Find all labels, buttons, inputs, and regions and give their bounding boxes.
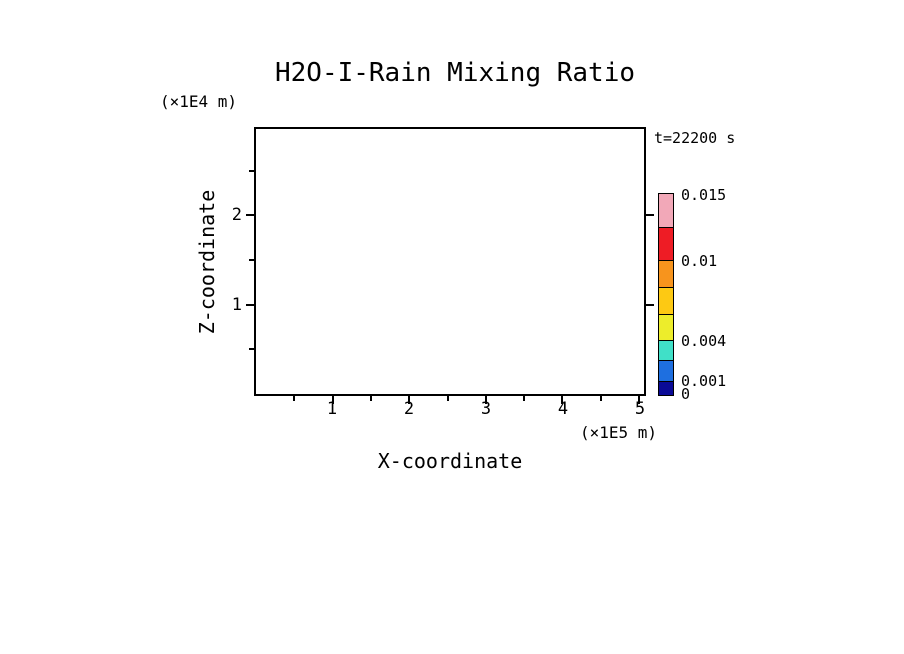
x-axis-major-tick: [561, 396, 564, 404]
x-axis-major-tick: [408, 396, 411, 404]
x-axis-major-tick: [331, 396, 334, 404]
x-axis-minor-tick: [523, 396, 526, 401]
x-tick-label: 1: [326, 399, 338, 419]
colorbar-segment: [659, 261, 673, 288]
y-tick-label: 2: [231, 205, 242, 225]
y-axis-major-tick: [246, 303, 254, 306]
colorbar-segment: [659, 381, 673, 395]
x-tick-label: 5: [634, 399, 646, 419]
colorbar-segment: [659, 314, 673, 342]
y-axis-right-tick: [646, 214, 654, 217]
x-axis-title: X-coordinate: [377, 449, 523, 473]
x-axis-major-tick: [484, 396, 487, 404]
y-axis-title: Z-coordinate: [195, 189, 219, 335]
y-axis-right-tick: [646, 303, 654, 306]
colorbar-segment: [659, 194, 673, 228]
y-axis-minor-tick: [249, 259, 254, 262]
colorbar-label: 0.004: [681, 332, 727, 350]
x-axis-major-tick: [638, 396, 641, 404]
colorbar-segment: [659, 227, 673, 261]
x-axis-minor-tick: [446, 396, 449, 401]
colorbar-segment: [659, 361, 673, 382]
colorbar-label: 0.01: [681, 252, 718, 270]
colorbar-label: 0: [681, 385, 691, 403]
x-tick-label: 3: [480, 399, 492, 419]
y-axis-major-tick: [246, 214, 254, 217]
y-axis-minor-tick: [249, 169, 254, 172]
x-axis-minor-tick: [599, 396, 602, 401]
x-tick-label: 4: [557, 399, 569, 419]
y-tick-label: 1: [231, 295, 242, 315]
colorbar-label: 0.001: [681, 372, 727, 390]
x-tick-label: 2: [403, 399, 415, 419]
time-annotation: t=22200 s: [654, 129, 736, 147]
plot-area: [246, 127, 654, 404]
colorbar: [658, 193, 674, 396]
colorbar-segment: [659, 341, 673, 362]
x-axis-minor-tick: [369, 396, 372, 401]
colorbar-segment: [659, 287, 673, 315]
chart-title: H2O-I-Rain Mixing Ratio: [274, 58, 636, 88]
x-axis-minor-tick: [293, 396, 296, 401]
colorbar-label: 0.015: [681, 186, 727, 204]
x-axis-unit-label: (×1E5 m): [579, 423, 657, 442]
y-axis-unit-label: (×1E4 m): [160, 92, 238, 111]
y-axis-minor-tick: [249, 348, 254, 351]
